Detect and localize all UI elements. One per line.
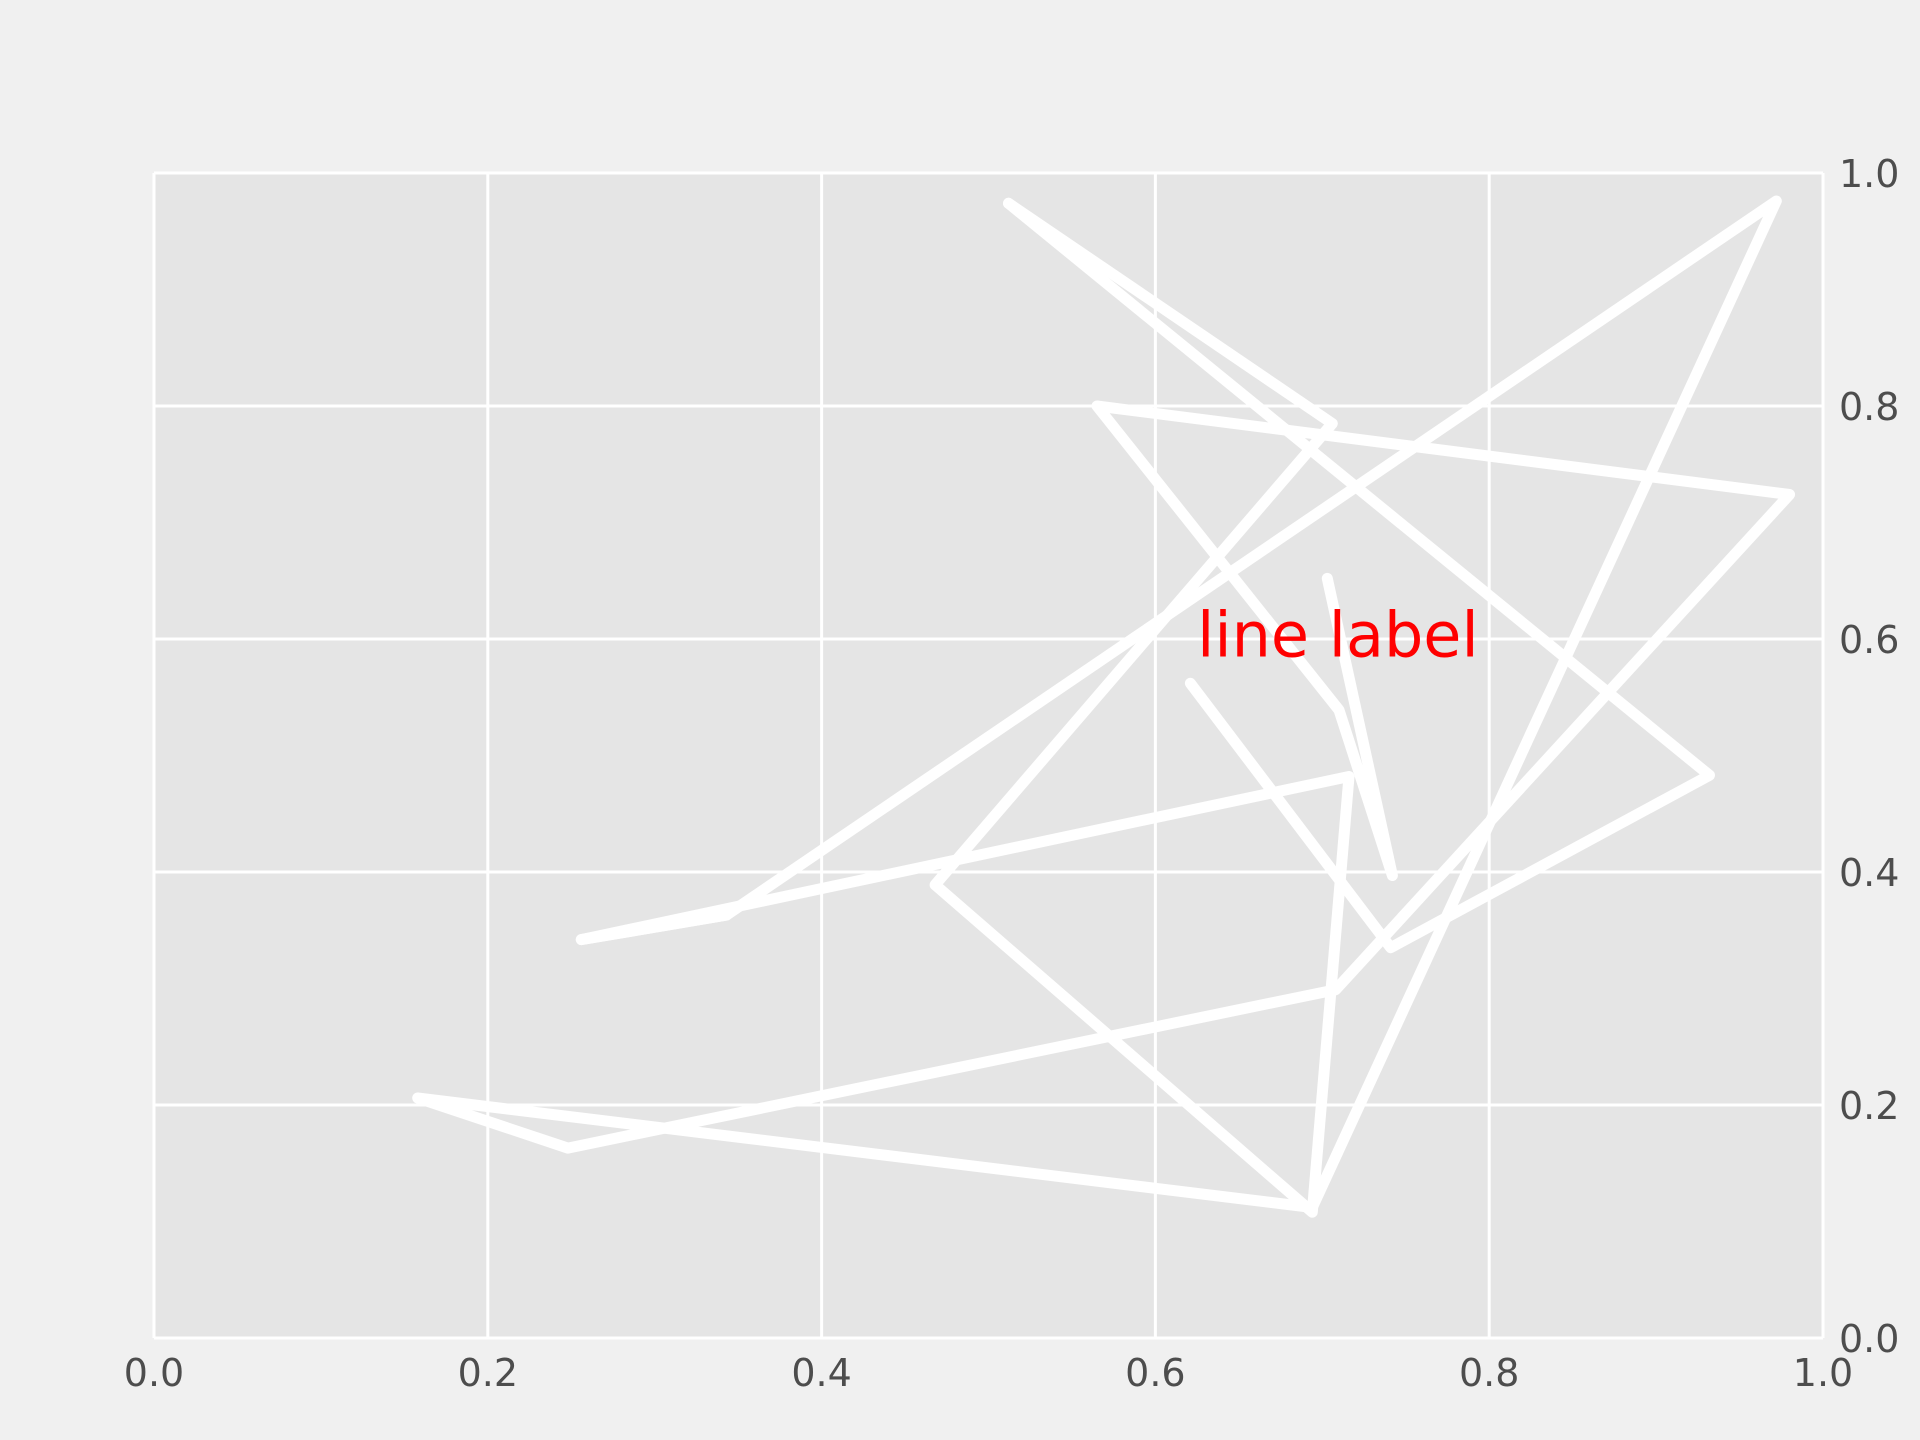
annotations: line label bbox=[1197, 598, 1479, 671]
x-tick-label: 0.0 bbox=[124, 1351, 184, 1395]
x-tick-label: 1.0 bbox=[1793, 1351, 1853, 1395]
x-axis: 0.0 0.2 0.4 0.6 0.8 1.0 bbox=[124, 1351, 1853, 1395]
y-tick-label: 0.6 bbox=[1839, 618, 1899, 662]
data-series bbox=[412, 195, 1796, 1218]
y-tick-label: 0.4 bbox=[1839, 851, 1899, 895]
y-tick-label: 0.0 bbox=[1839, 1317, 1899, 1361]
x-tick-label: 0.6 bbox=[1125, 1351, 1185, 1395]
y-tick-label: 0.2 bbox=[1839, 1084, 1899, 1128]
x-tick-label: 0.2 bbox=[458, 1351, 518, 1395]
y-tick-label: 0.8 bbox=[1839, 385, 1899, 429]
y-axis: 0.0 0.2 0.4 0.6 0.8 1.0 bbox=[1839, 152, 1899, 1361]
y-tick-label: 1.0 bbox=[1839, 152, 1899, 196]
x-tick-label: 0.8 bbox=[1459, 1351, 1519, 1395]
series-line-3 bbox=[1003, 197, 1715, 954]
series-line-2 bbox=[575, 197, 1355, 1218]
line-label-annotation: line label bbox=[1197, 598, 1479, 671]
series-line-1 bbox=[412, 195, 1796, 1213]
x-tick-label: 0.4 bbox=[791, 1351, 851, 1395]
